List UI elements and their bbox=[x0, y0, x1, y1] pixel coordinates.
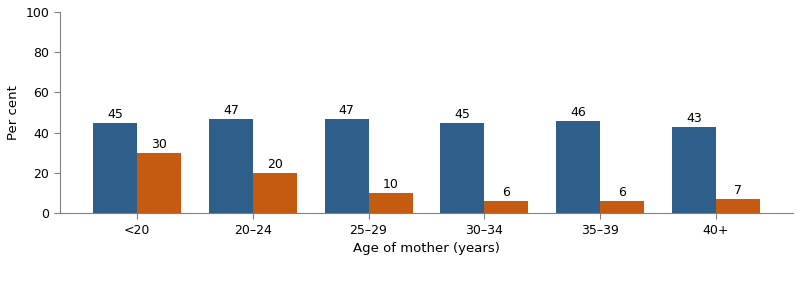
Text: 47: 47 bbox=[223, 104, 238, 117]
Bar bbox=[93, 123, 137, 213]
Bar bbox=[440, 123, 484, 213]
Text: 20: 20 bbox=[267, 158, 282, 171]
Bar bbox=[672, 127, 716, 213]
Text: 45: 45 bbox=[454, 108, 470, 121]
Text: 43: 43 bbox=[686, 112, 702, 125]
Text: 46: 46 bbox=[570, 106, 586, 119]
Text: 10: 10 bbox=[382, 178, 398, 192]
Bar bbox=[253, 173, 297, 213]
Text: 45: 45 bbox=[107, 108, 123, 121]
Text: 30: 30 bbox=[151, 138, 167, 151]
Bar bbox=[556, 120, 600, 213]
Bar bbox=[209, 119, 253, 213]
Bar bbox=[325, 119, 369, 213]
X-axis label: Age of mother (years): Age of mother (years) bbox=[353, 242, 500, 255]
Text: 7: 7 bbox=[734, 184, 742, 197]
Bar bbox=[137, 153, 181, 213]
Y-axis label: Per cent: Per cent bbox=[7, 85, 20, 140]
Text: 47: 47 bbox=[338, 104, 354, 117]
Bar bbox=[369, 193, 413, 213]
Text: 6: 6 bbox=[502, 186, 510, 200]
Bar bbox=[716, 199, 760, 213]
Bar bbox=[600, 201, 644, 213]
Text: 6: 6 bbox=[618, 186, 626, 200]
Bar bbox=[484, 201, 528, 213]
